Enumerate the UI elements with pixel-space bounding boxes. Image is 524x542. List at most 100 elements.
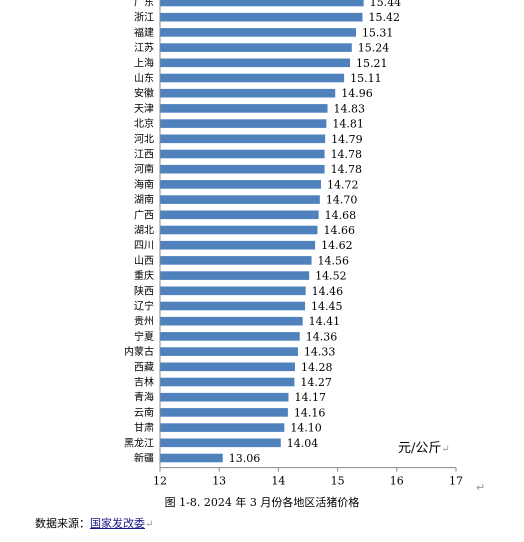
category-label: 湖北 — [134, 225, 154, 237]
category-label: 内蒙古 — [124, 345, 154, 358]
bar — [160, 43, 352, 52]
source-link[interactable]: 国家发改委 — [90, 517, 145, 530]
value-label: 14.04 — [287, 437, 319, 450]
value-label: 14.17 — [294, 391, 326, 404]
value-label: 15.21 — [356, 57, 388, 70]
category-labels-layer: 广东浙江福建江苏上海山东安徽天津北京河北江西河南海南湖南广西湖北四川山西重庆陕西… — [124, 0, 154, 465]
value-label: 14.68 — [325, 209, 357, 222]
value-label: 14.72 — [327, 178, 359, 191]
value-label: 14.41 — [309, 315, 341, 328]
value-label: 14.27 — [300, 376, 332, 389]
value-label: 14.83 — [334, 102, 366, 115]
value-label: 15.42 — [368, 11, 400, 24]
bar — [160, 225, 318, 235]
value-label: 13.06 — [229, 452, 261, 465]
category-label: 河北 — [134, 133, 154, 145]
bar — [160, 347, 298, 356]
value-label: 14.62 — [321, 239, 353, 252]
value-label: 14.78 — [331, 148, 363, 161]
value-label: 15.11 — [350, 72, 382, 85]
bar — [160, 256, 312, 265]
value-label: 14.81 — [332, 118, 364, 131]
bar — [160, 210, 319, 220]
bar — [160, 286, 306, 296]
bar — [160, 240, 316, 250]
category-label: 北京 — [134, 117, 154, 130]
value-label: 14.78 — [331, 163, 363, 176]
bar — [160, 195, 320, 204]
bar — [160, 58, 351, 68]
bar — [160, 332, 300, 341]
value-label: 14.96 — [341, 87, 373, 100]
bar — [160, 423, 285, 432]
category-label: 山西 — [134, 255, 154, 267]
category-label: 辽宁 — [134, 300, 154, 313]
category-label: 江苏 — [134, 41, 154, 54]
category-label: 西藏 — [134, 361, 154, 373]
category-label: 浙江 — [134, 12, 154, 24]
category-label: 广东 — [134, 0, 154, 9]
bar — [160, 104, 328, 113]
source-prefix: 数据来源： — [35, 517, 90, 530]
value-label: 14.66 — [323, 224, 355, 237]
value-label: 15.44 — [370, 0, 402, 9]
category-label: 四川 — [134, 241, 154, 252]
bar — [160, 0, 364, 7]
x-tick-label: 17 — [449, 475, 463, 488]
value-label: 14.10 — [290, 422, 322, 435]
value-label: 14.70 — [326, 194, 358, 207]
category-label: 湖南 — [134, 193, 154, 206]
bar — [160, 453, 223, 463]
value-label: 14.16 — [294, 406, 326, 419]
bar — [160, 28, 356, 37]
category-label: 新疆 — [134, 452, 154, 465]
x-tick-label: 15 — [331, 475, 345, 488]
category-label: 甘肃 — [134, 421, 154, 434]
category-label: 山东 — [134, 72, 154, 85]
category-label: 重庆 — [134, 269, 154, 282]
bar — [160, 377, 295, 387]
bar — [160, 301, 306, 311]
data-source: 数据来源：国家发改委↵ — [35, 515, 153, 531]
bar-chart: 15.44 15.42 15.31 15.24 15.21 15.11 14.96 14.83… — [124, 0, 463, 488]
paragraph-mark-icon: ↵ — [145, 519, 154, 530]
bar — [160, 438, 281, 448]
category-label: 海南 — [134, 178, 154, 191]
bar — [160, 392, 289, 402]
value-label: 14.52 — [315, 270, 347, 283]
paragraph-mark-icon: ↵ — [441, 444, 450, 455]
value-label: 14.46 — [312, 285, 344, 298]
unit-label-text: 元/公斤 — [398, 441, 442, 456]
category-label: 黑龙江 — [124, 436, 154, 449]
category-label: 云南 — [134, 406, 154, 419]
bar — [160, 316, 303, 326]
category-label: 陕西 — [134, 284, 154, 297]
bar — [160, 408, 288, 417]
bar — [160, 119, 327, 128]
bar — [160, 362, 295, 372]
x-tick-label: 14 — [271, 475, 285, 488]
x-tick-label: 13 — [212, 475, 226, 488]
category-label: 天津 — [134, 103, 154, 115]
category-label: 青海 — [134, 391, 154, 404]
x-tick-label: 12 — [153, 475, 167, 488]
value-label: 15.24 — [358, 42, 390, 55]
value-label: 14.33 — [304, 346, 336, 359]
value-labels-layer: 15.44 15.42 15.31 15.24 15.21 15.11 14.96 14.83… — [229, 0, 401, 465]
category-label: 福建 — [134, 26, 154, 39]
value-label: 15.31 — [362, 26, 394, 39]
value-label: 14.28 — [301, 361, 333, 374]
bar — [160, 88, 336, 98]
bars-layer — [160, 0, 364, 463]
x-tick-label: 16 — [390, 475, 404, 488]
x-axis: 12 13 14 15 16 17 — [153, 0, 463, 488]
category-label: 广西 — [134, 209, 154, 221]
value-label: 14.56 — [318, 254, 350, 267]
bar — [160, 73, 345, 83]
category-label: 河南 — [134, 163, 154, 176]
bar — [160, 134, 326, 144]
caption-text: 图 1-8. 2024 年 3 月份各地区活猪价格 — [164, 496, 360, 509]
paragraph-mark-icon: ↵ — [476, 481, 486, 494]
bar — [160, 12, 363, 22]
bar — [160, 164, 325, 174]
